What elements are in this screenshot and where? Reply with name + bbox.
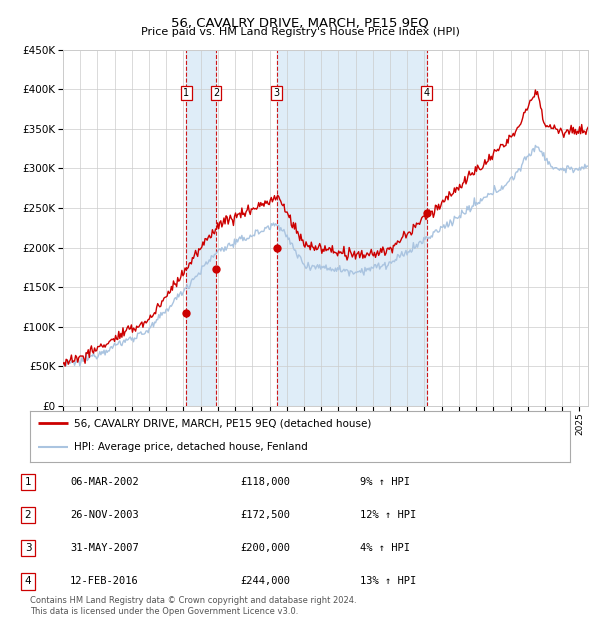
Text: 26-NOV-2003: 26-NOV-2003	[70, 510, 139, 520]
Text: 56, CAVALRY DRIVE, MARCH, PE15 9EQ (detached house): 56, CAVALRY DRIVE, MARCH, PE15 9EQ (deta…	[74, 418, 371, 428]
Text: 2: 2	[213, 88, 220, 98]
Text: £244,000: £244,000	[240, 576, 290, 586]
Text: Contains HM Land Registry data © Crown copyright and database right 2024.
This d: Contains HM Land Registry data © Crown c…	[30, 596, 356, 616]
Text: 4% ↑ HPI: 4% ↑ HPI	[360, 543, 410, 553]
Text: 13% ↑ HPI: 13% ↑ HPI	[360, 576, 416, 586]
Text: 4: 4	[25, 576, 31, 586]
Text: 1: 1	[25, 477, 31, 487]
Text: HPI: Average price, detached house, Fenland: HPI: Average price, detached house, Fenl…	[74, 441, 308, 451]
Text: 56, CAVALRY DRIVE, MARCH, PE15 9EQ: 56, CAVALRY DRIVE, MARCH, PE15 9EQ	[171, 16, 429, 29]
Text: £172,500: £172,500	[240, 510, 290, 520]
Bar	[187, 50, 216, 406]
Text: 9% ↑ HPI: 9% ↑ HPI	[360, 477, 410, 487]
Text: Price paid vs. HM Land Registry's House Price Index (HPI): Price paid vs. HM Land Registry's House …	[140, 27, 460, 37]
Text: 1: 1	[184, 88, 190, 98]
Text: £200,000: £200,000	[240, 543, 290, 553]
Text: 31-MAY-2007: 31-MAY-2007	[70, 543, 139, 553]
Text: £118,000: £118,000	[240, 477, 290, 487]
Text: 3: 3	[25, 543, 31, 553]
Text: 4: 4	[424, 88, 430, 98]
Text: 2: 2	[25, 510, 31, 520]
Text: 06-MAR-2002: 06-MAR-2002	[70, 477, 139, 487]
Text: 3: 3	[274, 88, 280, 98]
Text: 12-FEB-2016: 12-FEB-2016	[70, 576, 139, 586]
Bar	[277, 50, 427, 406]
Text: 12% ↑ HPI: 12% ↑ HPI	[360, 510, 416, 520]
